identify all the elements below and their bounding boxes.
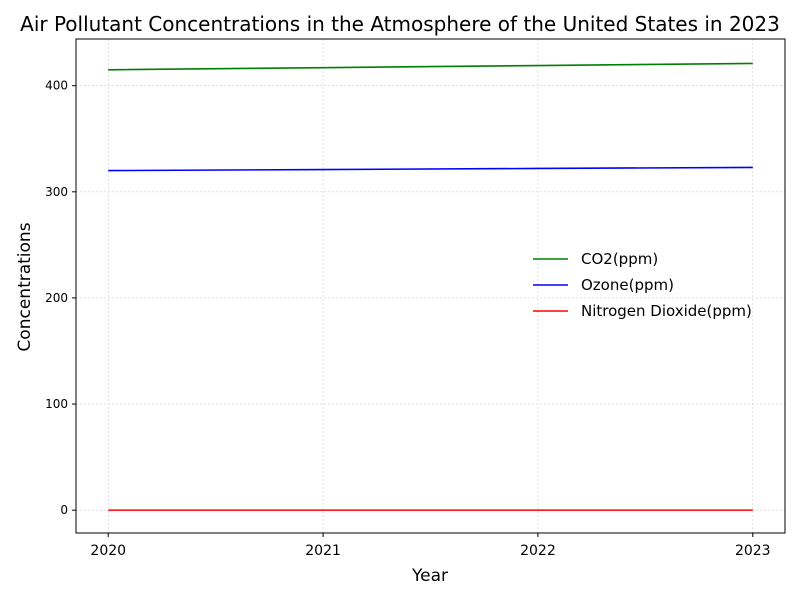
legend-label: CO2(ppm) [581,250,658,268]
y-axis-label: Concentrations [15,222,35,351]
legend-label: Ozone(ppm) [581,276,674,294]
x-tick-label: 2020 [90,543,126,559]
legend-label: Nitrogen Dioxide(ppm) [581,302,752,320]
y-tick-label: 300 [45,185,68,199]
x-tick-label: 2021 [305,543,341,559]
x-tick-label: 2022 [520,543,556,559]
x-axis-label: Year [411,566,448,586]
plot-frame [75,38,786,534]
series-lines [108,62,753,511]
x-axis: 2020 2021 2022 2023 [90,533,771,559]
x-tick-label: 2023 [735,543,771,559]
grid [76,39,785,533]
chart-title: Air Pollutant Concentrations in the Atmo… [20,12,780,36]
y-tick-label: 400 [45,79,68,93]
series-line-ozone-ppm [108,166,753,172]
legend: CO2(ppm) Ozone(ppm) Nitrogen Dioxide(ppm) [533,250,752,320]
series-line-co2-ppm [108,62,753,71]
y-axis: 0 100 200 300 400 [45,79,76,517]
y-tick-label: 200 [45,291,68,305]
y-tick-label: 100 [45,397,68,411]
y-tick-label: 0 [60,503,68,517]
